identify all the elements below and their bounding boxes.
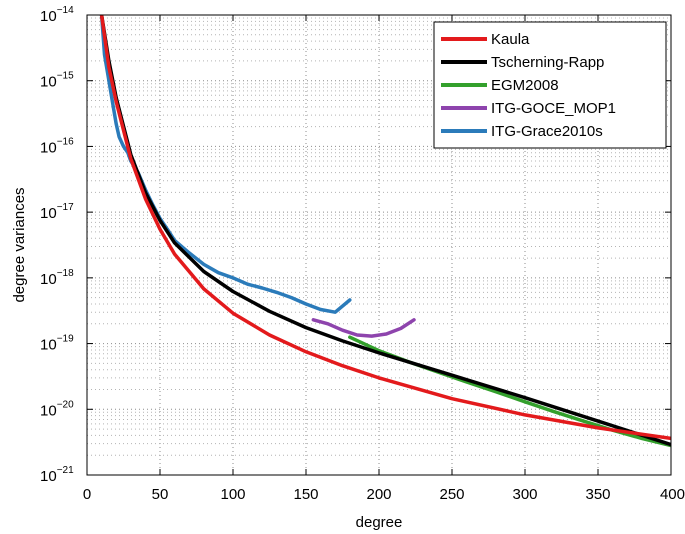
y-tick-label: 10−19 <box>40 334 74 354</box>
legend-label: EGM2008 <box>491 77 559 94</box>
y-tick-exponent: −15 <box>57 71 74 82</box>
y-tick-label: 10−15 <box>40 71 74 91</box>
y-tick-exponent: −14 <box>57 5 74 16</box>
legend: Kaula Tscherning-Rapp EGM2008 ITG-GOCE_MOP1… <box>433 21 667 149</box>
y-axis-label: degree variances <box>11 187 28 302</box>
y-tick-label: 10−17 <box>40 202 74 222</box>
y-tick-label: 10−20 <box>40 399 74 419</box>
x-tick-labels: 0 50 100 150 200 250 300 350 400 <box>83 486 685 503</box>
x-tick-label: 0 <box>83 486 91 503</box>
y-tick-exponent: −21 <box>57 465 74 476</box>
ticks <box>86 14 672 476</box>
y-tick-label: 10−21 <box>40 465 74 485</box>
x-tick-label: 400 <box>660 486 685 503</box>
series-line-itg-goce-mop1 <box>311 318 416 338</box>
y-tick-exponent: −16 <box>57 136 74 147</box>
y-tick-labels: 10−14 10−15 10−16 10−17 10−18 10−19 10−20 10−21 <box>40 5 74 485</box>
y-tick-exponent: −18 <box>57 268 74 279</box>
x-tick-label: 300 <box>512 486 537 503</box>
x-tick-label: 350 <box>585 486 610 503</box>
legend-label: Kaula <box>491 31 530 48</box>
x-tick-label: 200 <box>366 486 391 503</box>
y-tick-exponent: −17 <box>57 202 74 213</box>
legend-label: ITG-GOCE_MOP1 <box>491 100 616 117</box>
legend-label: ITG-Grace2010s <box>491 123 603 140</box>
legend-label: Tscherning-Rapp <box>491 54 604 71</box>
x-tick-label: 100 <box>220 486 245 503</box>
series-line-kaula <box>99 15 671 441</box>
y-tick-exponent: −20 <box>57 399 74 410</box>
legend-items: Kaula Tscherning-Rapp EGM2008 ITG-GOCE_MOP1… <box>441 31 616 140</box>
x-tick-label: 250 <box>439 486 464 503</box>
y-tick-label: 10−14 <box>40 5 74 25</box>
x-axis-label: degree <box>356 514 403 531</box>
x-tick-label: 50 <box>152 486 169 503</box>
y-tick-exponent: −19 <box>57 334 74 345</box>
y-tick-label: 10−16 <box>40 136 74 156</box>
series-layer <box>99 15 671 448</box>
y-tick-label: 10−18 <box>40 268 74 288</box>
x-tick-label: 150 <box>293 486 318 503</box>
